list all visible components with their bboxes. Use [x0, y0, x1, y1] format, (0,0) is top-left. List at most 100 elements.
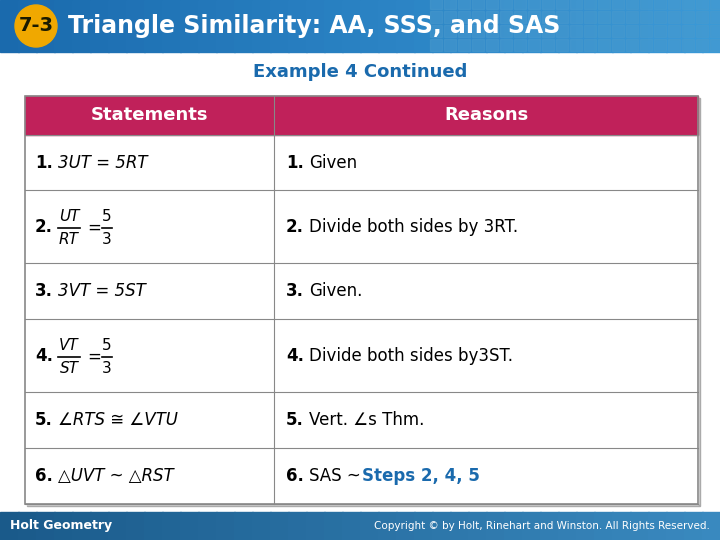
Text: VT: VT [59, 339, 79, 353]
Bar [288, 0, 307, 52]
Text: Copyright © by Holt, Rinehart and Winston. All Rights Reserved.: Copyright © by Holt, Rinehart and Winsto… [374, 521, 710, 531]
Text: 3: 3 [102, 361, 112, 376]
Bar [584, 25, 596, 37]
Bar [430, 11, 442, 23]
Bar [90, 0, 109, 52]
Bar [216, 0, 235, 52]
Bar [594, 512, 613, 540]
Bar [584, 0, 596, 9]
Bar [522, 0, 541, 52]
Bar [180, 512, 199, 540]
Bar [108, 512, 127, 540]
Text: 5: 5 [102, 339, 112, 353]
Text: 3VT = 5ST: 3VT = 5ST [58, 282, 146, 300]
Bar [378, 512, 397, 540]
Bar [198, 0, 217, 52]
Bar [458, 0, 470, 9]
Bar [430, 39, 442, 51]
Bar [682, 39, 694, 51]
Bar [342, 0, 361, 52]
Bar [108, 0, 127, 52]
Bar [648, 512, 667, 540]
Bar [0, 512, 19, 540]
Text: 6.: 6. [286, 467, 304, 485]
Bar [18, 512, 37, 540]
Text: Given: Given [310, 153, 358, 172]
Bar [396, 512, 415, 540]
Bar [630, 0, 649, 52]
Bar [702, 512, 720, 540]
Bar [710, 39, 720, 51]
Bar [342, 512, 361, 540]
Text: Statements: Statements [91, 106, 208, 124]
Bar [668, 39, 680, 51]
Bar [584, 39, 596, 51]
Bar [270, 0, 289, 52]
Bar [444, 11, 456, 23]
Bar [640, 0, 652, 9]
Bar [144, 0, 163, 52]
Bar [570, 11, 582, 23]
Bar [640, 11, 652, 23]
Bar [696, 25, 708, 37]
Bar [36, 0, 55, 52]
Bar [640, 25, 652, 37]
Bar [162, 0, 181, 52]
Bar [216, 512, 235, 540]
Bar [612, 39, 624, 51]
Text: 3UT = 5RT: 3UT = 5RT [58, 153, 148, 172]
Text: Holt Geometry: Holt Geometry [10, 519, 112, 532]
Bar [25, 264, 698, 319]
Text: Steps 2, 4, 5: Steps 2, 4, 5 [362, 467, 480, 485]
Text: △UVT ~ △RST: △UVT ~ △RST [58, 467, 174, 485]
Bar [640, 39, 652, 51]
Bar [648, 0, 667, 52]
Bar [558, 512, 577, 540]
Bar [450, 512, 469, 540]
Text: Given.: Given. [310, 282, 363, 300]
Bar [682, 25, 694, 37]
Text: RT: RT [59, 233, 79, 247]
Bar [324, 512, 343, 540]
Bar [486, 39, 498, 51]
Bar [306, 512, 325, 540]
Bar [324, 0, 343, 52]
Bar [540, 0, 559, 52]
Bar [444, 0, 456, 9]
Bar [696, 0, 708, 9]
Bar [444, 39, 456, 51]
Bar [612, 0, 624, 9]
Bar [472, 0, 484, 9]
Bar [54, 0, 73, 52]
Text: 1.: 1. [286, 153, 304, 172]
Bar [500, 11, 512, 23]
Bar [668, 0, 680, 9]
Bar [542, 0, 554, 9]
Bar [558, 0, 577, 52]
Bar [25, 96, 274, 134]
Bar [25, 134, 698, 191]
Bar [252, 0, 271, 52]
Bar [654, 39, 666, 51]
Bar [514, 11, 526, 23]
Bar [414, 512, 433, 540]
Bar [528, 39, 540, 51]
Bar [414, 0, 433, 52]
Bar [594, 0, 613, 52]
Bar [360, 512, 379, 540]
Bar [570, 39, 582, 51]
Bar [234, 0, 253, 52]
Bar [472, 11, 484, 23]
Bar [25, 191, 698, 264]
Bar [626, 11, 638, 23]
Bar [468, 0, 487, 52]
Bar [288, 512, 307, 540]
Text: =: = [87, 219, 101, 237]
Bar [180, 0, 199, 52]
Text: 3.: 3. [286, 282, 304, 300]
Text: Example 4 Continued: Example 4 Continued [253, 63, 467, 81]
Bar [570, 0, 582, 9]
Bar [556, 11, 568, 23]
Bar [252, 512, 271, 540]
Bar [0, 0, 19, 52]
